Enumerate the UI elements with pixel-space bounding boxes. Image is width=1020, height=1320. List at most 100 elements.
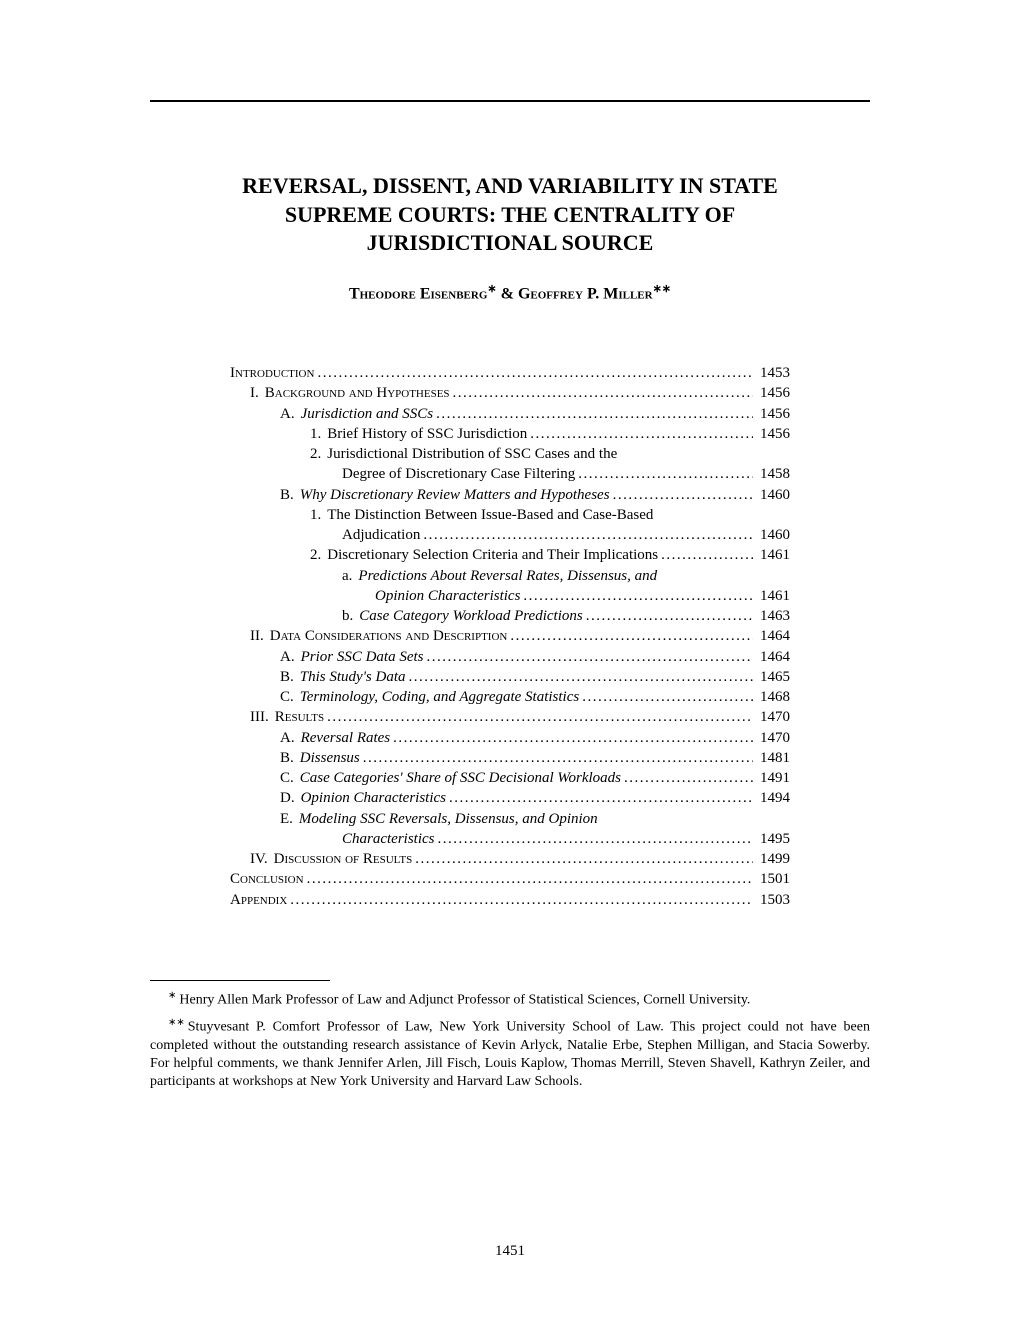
- toc-row: Conclusion 1501: [230, 869, 790, 889]
- toc-leader: [290, 890, 753, 910]
- toc-label: The Distinction Between Issue-Based and …: [327, 505, 653, 525]
- toc-row: Appendix1503: [230, 890, 790, 910]
- toc-page: 1464: [756, 647, 790, 667]
- toc-row: 1.Brief History of SSC Jurisdiction 1456: [230, 424, 790, 444]
- toc-label: Characteristics: [342, 829, 435, 849]
- toc-leader: [317, 363, 753, 383]
- toc-leader: [510, 626, 753, 646]
- toc-marker: B.: [280, 485, 300, 505]
- toc-leader: [427, 647, 753, 667]
- toc-marker: b.: [342, 606, 359, 626]
- toc-marker: A.: [280, 728, 301, 748]
- toc-row: 2.Discretionary Selection Criteria and T…: [230, 545, 790, 565]
- toc-label: Brief History of SSC Jurisdiction: [327, 424, 527, 444]
- top-rule: [150, 100, 870, 102]
- toc-row: Opinion Characteristics 1461: [230, 586, 790, 606]
- toc-marker: 2.: [310, 444, 327, 464]
- toc-marker: IV.: [250, 849, 274, 869]
- title-line-2: SUPREME COURTS: THE CENTRALITY OF: [285, 202, 735, 227]
- toc-leader: [586, 606, 753, 626]
- page-number: 1451: [0, 1243, 1020, 1260]
- author-2: Geoffrey P. Miller: [518, 285, 653, 302]
- toc-leader: [415, 849, 753, 869]
- footnote-2-mark: ∗∗: [168, 1017, 185, 1028]
- toc-leader: [578, 464, 753, 484]
- toc-row: I.Background and Hypotheses1456: [230, 383, 790, 403]
- toc-row: 2.Jurisdictional Distribution of SSC Cas…: [230, 444, 790, 464]
- toc-leader: [393, 728, 753, 748]
- toc-label: Conclusion: [230, 869, 304, 889]
- toc-label: Jurisdictional Distribution of SSC Cases…: [327, 444, 617, 464]
- toc-label: Predictions About Reversal Rates, Dissen…: [358, 566, 657, 586]
- toc-page: 1494: [756, 788, 790, 808]
- footnote-2-text: Stuyvesant P. Comfort Professor of Law, …: [150, 1019, 870, 1089]
- toc-marker: 1.: [310, 505, 327, 525]
- toc-leader: [438, 829, 754, 849]
- toc-label: Why Discretionary Review Matters and Hyp…: [300, 485, 610, 505]
- toc-page: 1456: [756, 404, 790, 424]
- toc-leader: [453, 383, 753, 403]
- toc-marker: A.: [280, 647, 301, 667]
- toc-page: 1463: [756, 606, 790, 626]
- title-line-1: REVERSAL, DISSENT, AND VARIABILITY IN ST…: [242, 173, 778, 198]
- footnote-1-text: Henry Allen Mark Professor of Law and Ad…: [179, 993, 750, 1008]
- toc-label: Opinion Characteristics: [375, 586, 520, 606]
- toc-label: Adjudication: [342, 525, 420, 545]
- toc-marker: D.: [280, 788, 301, 808]
- toc-row: E.Modeling SSC Reversals, Dissensus, and…: [230, 809, 790, 829]
- toc-leader: [327, 707, 753, 727]
- toc-marker: 2.: [310, 545, 327, 565]
- toc-label: This Study's Data: [300, 667, 406, 687]
- page: REVERSAL, DISSENT, AND VARIABILITY IN ST…: [0, 0, 1020, 1320]
- toc-row: C.Case Categories' Share of SSC Decision…: [230, 768, 790, 788]
- toc-leader: [613, 485, 753, 505]
- toc-page: 1470: [756, 728, 790, 748]
- toc-leader: [436, 404, 753, 424]
- toc-marker: A.: [280, 404, 301, 424]
- toc-row: IV.Discussion of Results 1499: [230, 849, 790, 869]
- toc-row: B.Dissensus1481: [230, 748, 790, 768]
- toc-row: A.Prior SSC Data Sets1464: [230, 647, 790, 667]
- toc-label: Discretionary Selection Criteria and The…: [327, 545, 658, 565]
- toc-marker: B.: [280, 667, 300, 687]
- author-1: Theodore Eisenberg: [349, 285, 487, 302]
- toc-label: Case Category Workload Predictions: [359, 606, 582, 626]
- author-separator: &: [497, 285, 518, 302]
- toc-marker: E.: [280, 809, 299, 829]
- toc-label: Jurisdiction and SSCs: [301, 404, 434, 424]
- toc-row: A.Jurisdiction and SSCs 1456: [230, 404, 790, 424]
- footnotes: ∗Henry Allen Mark Professor of Law and A…: [150, 989, 870, 1091]
- toc-row: D.Opinion Characteristics1494: [230, 788, 790, 808]
- toc-label: Terminology, Coding, and Aggregate Stati…: [300, 687, 579, 707]
- toc-page: 1460: [756, 485, 790, 505]
- toc-row: a.Predictions About Reversal Rates, Diss…: [230, 566, 790, 586]
- toc-label: Introduction: [230, 363, 314, 383]
- author-1-mark: ∗: [487, 283, 496, 295]
- toc-page: 1461: [756, 545, 790, 565]
- toc-marker: 1.: [310, 424, 327, 444]
- toc-row: B.This Study's Data1465: [230, 667, 790, 687]
- toc-marker: C.: [280, 687, 300, 707]
- toc-label: Case Categories' Share of SSC Decisional…: [300, 768, 621, 788]
- toc-label: Reversal Rates: [301, 728, 391, 748]
- toc-page: 1470: [756, 707, 790, 727]
- toc-page: 1461: [756, 586, 790, 606]
- toc-leader: [307, 869, 753, 889]
- toc-leader: [523, 586, 753, 606]
- toc-page: 1499: [756, 849, 790, 869]
- toc-leader: [363, 748, 753, 768]
- article-title: REVERSAL, DISSENT, AND VARIABILITY IN ST…: [150, 172, 870, 258]
- title-line-3: JURISDICTIONAL SOURCE: [367, 230, 654, 255]
- toc-page: 1456: [756, 424, 790, 444]
- toc-page: 1501: [756, 869, 790, 889]
- toc-page: 1468: [756, 687, 790, 707]
- footnote-1: ∗Henry Allen Mark Professor of Law and A…: [150, 989, 870, 1010]
- toc-page: 1460: [756, 525, 790, 545]
- toc-row: Characteristics1495: [230, 829, 790, 849]
- toc-marker: II.: [250, 626, 270, 646]
- toc-label: Discussion of Results: [274, 849, 413, 869]
- toc-leader: [582, 687, 753, 707]
- toc-leader: [408, 667, 753, 687]
- authors-line: Theodore Eisenberg∗ & Geoffrey P. Miller…: [150, 282, 870, 303]
- footnote-2: ∗∗Stuyvesant P. Comfort Professor of Law…: [150, 1016, 870, 1091]
